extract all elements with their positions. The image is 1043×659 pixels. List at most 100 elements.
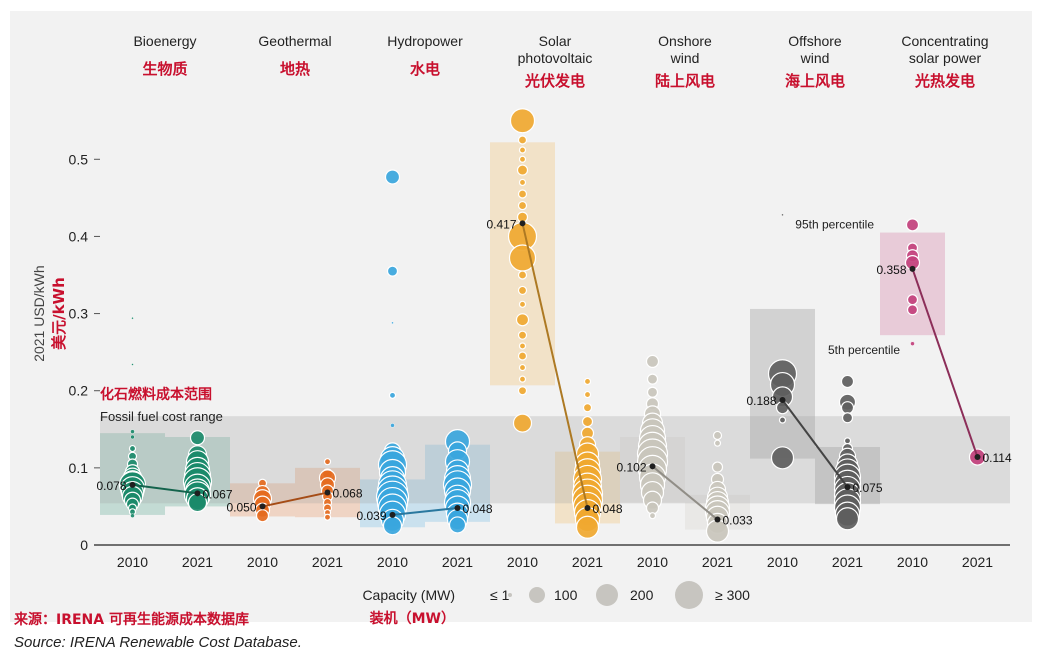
tech-name-cn-offshore-wind: 海上风电	[785, 72, 845, 90]
avg-marker-onshore-wind-2010	[649, 463, 656, 470]
bubble-solar-photovoltaic-2010	[518, 155, 527, 163]
avg-marker-bioenergy-2021	[194, 490, 201, 497]
bubble-solar-photovoltaic-2010	[516, 164, 529, 176]
avg-label-bioenergy-2010: 0.078	[96, 479, 126, 493]
bubble-solar-photovoltaic-2010	[517, 135, 528, 145]
bubble-solar-photovoltaic-2021	[582, 403, 593, 413]
bubble-onshore-wind-2010	[645, 354, 660, 368]
x-tick-label-2021: 2021	[442, 554, 473, 570]
avg-label-geothermal-2010: 0.050	[226, 500, 256, 514]
tech-name-onshore-wind: wind	[670, 50, 700, 66]
bubble-bioenergy-2010	[130, 429, 135, 434]
bubble-hydropower-2010	[391, 321, 394, 325]
source-cn: 来源：IRENA 可再生能源成本数据库	[14, 612, 249, 628]
tech-name-solar-photovoltaic: photovoltaic	[518, 50, 593, 66]
y-axis-label: 2021 USD/kWh	[31, 265, 47, 361]
avg-label-concentrating-solar-power-2010: 0.358	[876, 263, 906, 277]
bubble-offshore-wind-2010	[775, 401, 790, 415]
legend-label: ≥ 300	[715, 587, 750, 603]
bubble-solar-photovoltaic-2021	[575, 515, 600, 539]
bubble-solar-photovoltaic-2010	[517, 330, 528, 340]
legend-label: 100	[554, 587, 578, 603]
fossil-range-label-cn: 化石燃料成本范围	[100, 386, 212, 403]
bubble-onshore-wind-2010	[648, 512, 657, 520]
avg-marker-concentrating-solar-power-2010	[909, 265, 916, 272]
avg-marker-hydropower-2010	[389, 511, 396, 518]
bubble-geothermal-2021	[323, 513, 332, 521]
bubble-offshore-wind-2021	[840, 401, 855, 415]
bubble-onshore-wind-2021	[713, 439, 722, 447]
y-tick-label: 0	[80, 537, 88, 553]
bubble-solar-photovoltaic-2010	[509, 108, 536, 134]
avg-marker-geothermal-2010	[259, 503, 266, 510]
x-tick-label-2021: 2021	[962, 554, 993, 570]
tech-name-cn-onshore-wind: 陆上风电	[655, 72, 715, 90]
percentile-5-label: 5th percentile	[828, 343, 900, 357]
y-tick-label: 0.5	[69, 151, 89, 167]
avg-label-offshore-wind-2010: 0.188	[746, 394, 776, 408]
avg-marker-offshore-wind-2021	[844, 484, 851, 491]
avg-marker-onshore-wind-2021	[714, 516, 721, 523]
bubble-geothermal-2021	[323, 458, 332, 466]
bubble-solar-photovoltaic-2010	[512, 413, 533, 433]
legend-label: ≤ 1	[490, 587, 510, 603]
bubble-onshore-wind-2010	[646, 386, 659, 398]
legend-bubble	[508, 593, 512, 597]
x-tick-label-2010: 2010	[767, 554, 798, 570]
bubble-onshore-wind-2021	[712, 430, 723, 441]
bubble-concentrating-solar-power-2010	[906, 294, 919, 306]
bubble-hydropower-2021	[448, 516, 467, 534]
x-tick-label-2010: 2010	[117, 554, 148, 570]
tech-name-concentrating-solar-power: solar power	[909, 50, 982, 66]
x-tick-label-2021: 2021	[702, 554, 733, 570]
bubble-hydropower-2010	[384, 169, 401, 185]
avg-label-onshore-wind-2010: 0.102	[616, 460, 646, 474]
bubble-solar-photovoltaic-2010	[517, 351, 528, 361]
tech-name-cn-concentrating-solar-power: 光热发电	[914, 72, 975, 90]
bubble-concentrating-solar-power-2010	[905, 218, 920, 232]
tech-name-offshore-wind: Offshore	[788, 33, 842, 49]
percentile-95-label: 95th percentile	[795, 218, 874, 232]
bubble-solar-photovoltaic-2010	[518, 375, 527, 383]
legend-bubble	[675, 581, 703, 609]
bubble-solar-photovoltaic-2010	[518, 342, 527, 350]
x-tick-label-2010: 2010	[507, 554, 538, 570]
bubble-solar-photovoltaic-2010	[517, 285, 528, 296]
bubble-offshore-wind-2021	[841, 412, 854, 424]
trend-line-hydropower	[392, 506, 458, 516]
tech-name-offshore-wind: wind	[800, 50, 830, 66]
avg-marker-solar-photovoltaic-2010	[519, 220, 526, 227]
bubble-bioenergy-2021	[189, 430, 206, 446]
bubble-solar-photovoltaic-2021	[583, 377, 592, 386]
bubble-concentrating-solar-power-2010	[910, 341, 915, 346]
x-tick-label-2021: 2021	[832, 554, 863, 570]
trend-line-geothermal	[262, 491, 328, 508]
fossil-range-label-en: Fossil fuel cost range	[100, 409, 223, 424]
x-tick-label-2021: 2021	[182, 554, 213, 570]
tech-name-cn-geothermal: 地热	[280, 60, 310, 78]
trend-line-solar-photovoltaic	[521, 223, 589, 509]
avg-label-onshore-wind-2021: 0.033	[723, 514, 753, 528]
avg-label-solar-photovoltaic-2021: 0.048	[593, 502, 623, 516]
tech-name-concentrating-solar-power: Concentrating	[901, 33, 988, 49]
y-tick-label: 0.3	[69, 306, 89, 322]
bubble-offshore-wind-2021	[843, 437, 852, 445]
bubble-bioenergy-2010	[128, 444, 137, 453]
tech-name-cn-bioenergy: 生物质	[142, 60, 187, 78]
avg-marker-concentrating-solar-power-2021	[974, 454, 981, 461]
bubble-bioenergy-2010	[130, 513, 135, 518]
bubble-solar-photovoltaic-2010	[518, 178, 527, 187]
bubble-solar-photovoltaic-2021	[581, 415, 594, 428]
x-tick-label-2021: 2021	[312, 554, 343, 570]
bubble-concentrating-solar-power-2010	[906, 304, 919, 316]
tech-name-bioenergy: Bioenergy	[133, 33, 196, 49]
avg-label-concentrating-solar-power-2021: 0.114	[983, 451, 1012, 465]
bubble-hydropower-2010	[386, 265, 399, 277]
legend-title-cn: 装机（MW）	[369, 610, 455, 627]
y-tick-label: 0.1	[69, 460, 89, 476]
bubble-onshore-wind-2010	[646, 373, 659, 385]
trend-line-bioenergy	[132, 483, 198, 495]
tech-name-cn-hydropower: 水电	[410, 60, 440, 78]
bubble-offshore-wind-2021	[840, 374, 855, 389]
